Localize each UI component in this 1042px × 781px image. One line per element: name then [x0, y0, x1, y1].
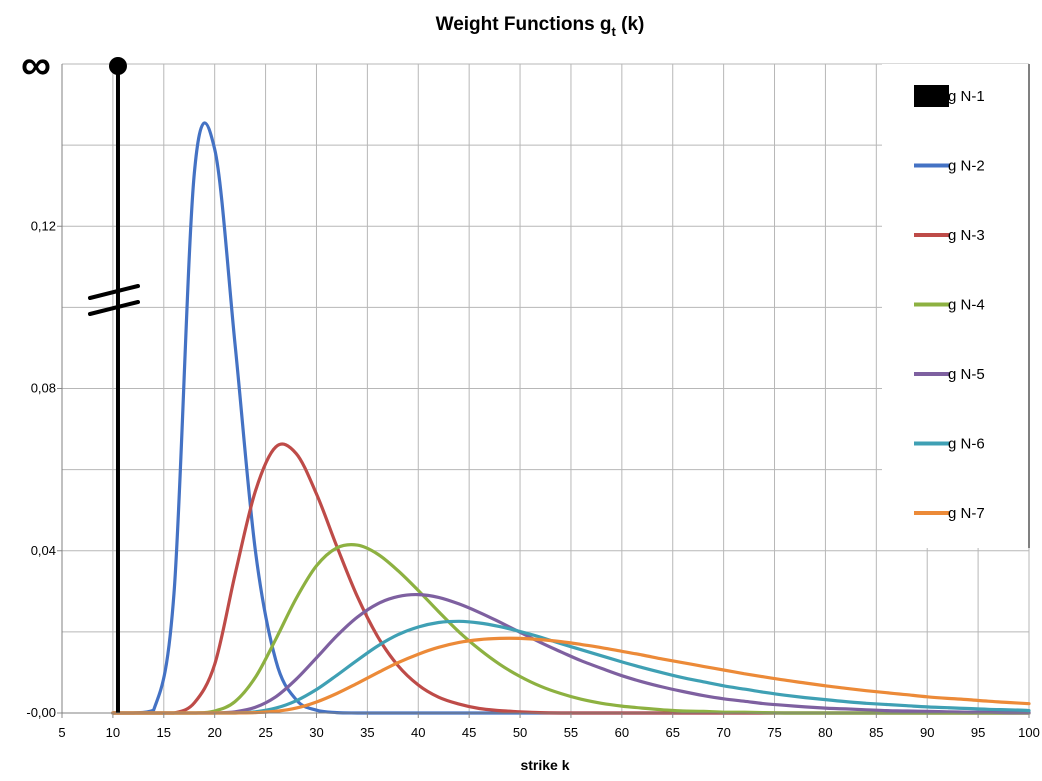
legend: g N-1 g N-2 g N-3 g N-4 g N-5 g N-6 g N-7 — [882, 64, 1030, 548]
legend-entry: g N-4 — [914, 297, 985, 314]
x-tick-label: 30 — [309, 725, 323, 740]
x-tick-label: 55 — [564, 725, 578, 740]
legend-label: g N-4 — [948, 297, 985, 314]
chart-title: Weight Functions gt (k) — [436, 14, 645, 39]
x-tick-label: 80 — [818, 725, 832, 740]
legend-entry: g N-7 — [914, 505, 985, 522]
y-tick-label: 0,08 — [31, 381, 56, 396]
x-tick-label: 25 — [258, 725, 272, 740]
x-tick-label: 45 — [462, 725, 476, 740]
x-tick-label: 35 — [360, 725, 374, 740]
legend-swatch — [914, 85, 949, 107]
title-main: Weight Functions g — [436, 14, 612, 35]
axes: 5 10 15 20 25 30 35 40 45 50 55 60 65 70 75 80 85 90 95 100… — [26, 64, 1040, 740]
x-tick-label: 10 — [106, 725, 120, 740]
legend-label: g N-6 — [948, 436, 985, 453]
legend-entry: g N-2 — [914, 158, 985, 175]
title-subscript: t — [612, 24, 617, 39]
legend-entry: g N-6 — [914, 436, 985, 453]
x-tick-label: 65 — [666, 725, 680, 740]
title-suffix: (k) — [616, 14, 645, 35]
x-tick-label: 100 — [1018, 725, 1040, 740]
x-tick-label: 40 — [411, 725, 425, 740]
series-line-g-n-7 — [111, 636, 1031, 715]
legend-entry: g N-3 — [914, 227, 985, 244]
legend-entry: g N-1 — [914, 85, 985, 107]
x-tick-label: 60 — [615, 725, 629, 740]
spike-series: ∞ — [21, 41, 140, 713]
series-line-g-n-5 — [111, 592, 1031, 715]
x-tick-label: 5 — [58, 725, 65, 740]
y-tick-label: 0,04 — [31, 543, 56, 558]
x-tick-label: 90 — [920, 725, 934, 740]
x-tick-label: 15 — [157, 725, 171, 740]
axis-break-mark — [87, 284, 140, 300]
legend-entry: g N-5 — [914, 366, 985, 383]
series-line-g-n-6 — [111, 619, 1031, 715]
legend-label: g N-7 — [948, 505, 985, 522]
legend-label: g N-2 — [948, 158, 985, 175]
x-tick-label: 95 — [971, 725, 985, 740]
axis-break-mark — [87, 300, 140, 316]
x-tick-label: 75 — [767, 725, 781, 740]
x-axis-title: strike k — [520, 757, 569, 773]
legend-background — [882, 64, 1029, 548]
legend-label: g N-1 — [948, 88, 985, 105]
x-tick-label: 50 — [513, 725, 527, 740]
x-tick-label: 85 — [869, 725, 883, 740]
infinity-label: ∞ — [21, 41, 51, 88]
x-tick-label: 20 — [207, 725, 221, 740]
x-tick-label: 70 — [716, 725, 730, 740]
y-tick-label: 0,12 — [31, 218, 56, 233]
legend-label: g N-5 — [948, 366, 985, 383]
y-tick-label: -0,00 — [26, 705, 56, 720]
legend-label: g N-3 — [948, 227, 985, 244]
spike-marker — [108, 57, 127, 75]
